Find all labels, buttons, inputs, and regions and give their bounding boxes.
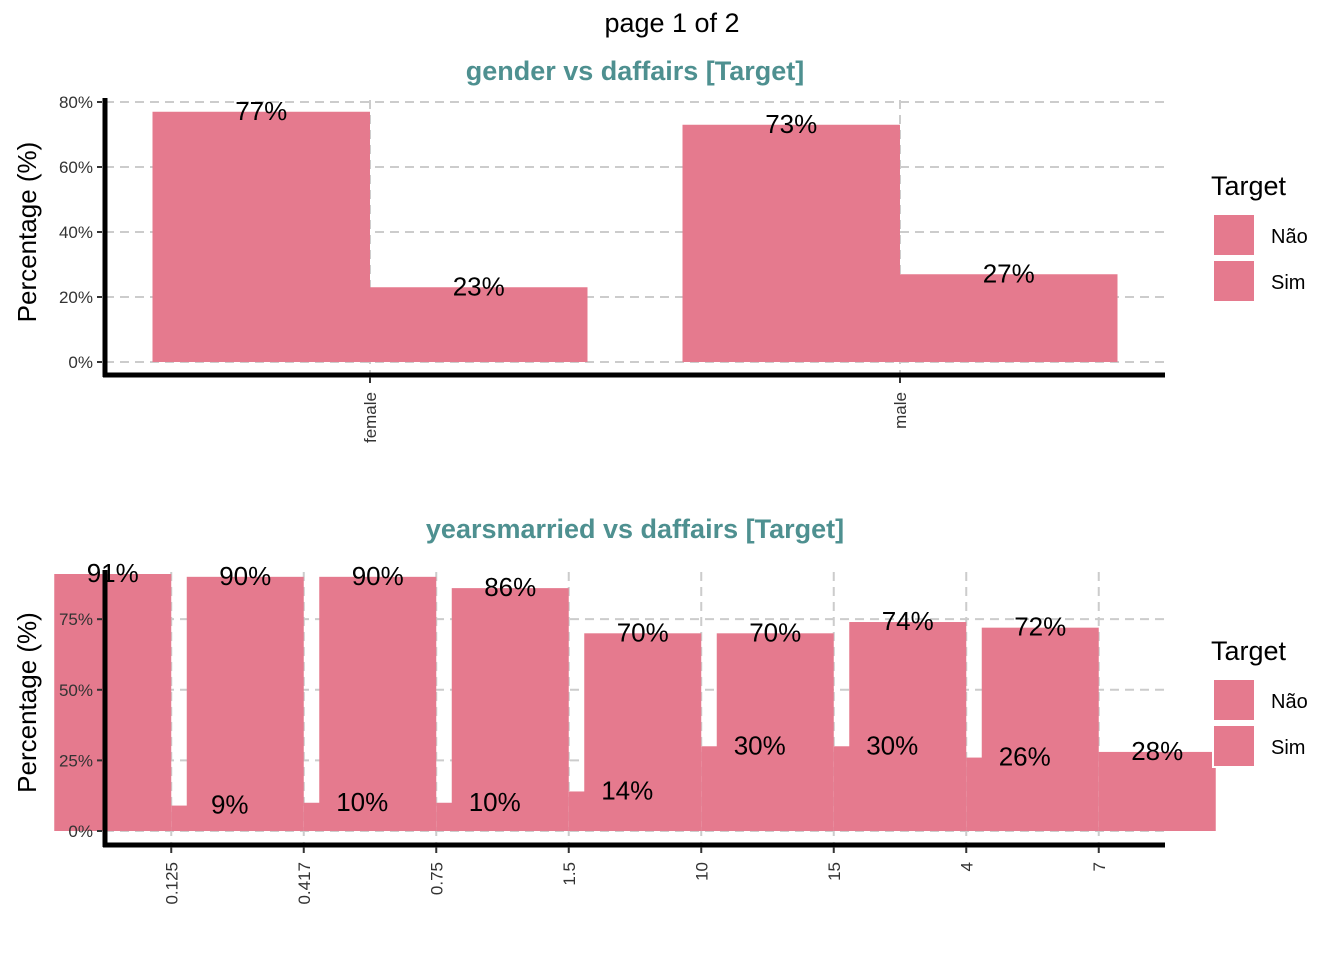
y-axis-label: Percentage (%) [12,142,42,323]
x-tick-label: 10 [692,862,711,881]
x-tick-label: female [361,392,380,443]
data-label: 26% [999,742,1051,772]
bar-male-Não [682,124,900,362]
data-label: 10% [469,787,521,817]
y-tick-label: 20% [59,288,93,307]
data-label: 91% [87,558,139,588]
y-tick-label: 25% [59,751,93,770]
bar-0.417-Não [186,576,304,831]
bar-male-Sim [900,274,1118,362]
bar-10-Não [584,633,702,831]
legend-swatch-Não [1212,678,1256,722]
data-label: 74% [882,606,934,636]
y-tick-label: 80% [59,93,93,112]
y-tick-label: 0% [68,822,93,841]
chart-1: gender vs daffairs [Target] 77% 23% 73% 27% 0… [12,56,1308,443]
x-tick-label: 15 [825,862,844,881]
legend-title: Target [1211,636,1287,666]
bar-7-Sim [1098,751,1216,831]
data-label: 30% [734,730,786,760]
legend-title: Target [1211,171,1287,201]
legend-swatch-Sim [1212,259,1256,303]
data-label: 28% [1131,736,1183,766]
bar-15-Não [716,633,834,831]
data-label: 10% [336,787,388,817]
data-label: 90% [352,561,404,591]
bar-female-Não [152,111,370,362]
x-tick-label: 0.417 [295,862,314,905]
data-label: 70% [749,617,801,647]
y-tick-label: 40% [59,223,93,242]
chart-title: yearsmarried vs daffairs [Target] [426,514,844,544]
y-tick-label: 0% [68,353,93,372]
legend-swatch-Sim [1212,724,1256,768]
data-label: 14% [601,775,653,805]
data-label: 72% [1014,612,1066,642]
bar-7-Não [981,627,1099,831]
data-label: 30% [866,730,918,760]
legend: Target Não Sim [1211,636,1308,768]
page-title: page 1 of 2 [604,8,739,38]
x-tick-label: 7 [1090,862,1109,871]
chart-2: yearsmarried vs daffairs [Target] 91% 9% 90… [12,514,1308,905]
data-label: 73% [765,109,817,139]
chart-title: gender vs daffairs [Target] [466,56,805,86]
data-label: 9% [211,790,249,820]
y-tick-label: 75% [59,610,93,629]
y-tick-label: 60% [59,158,93,177]
legend-swatch-Não [1212,213,1256,257]
data-label: 77% [235,96,287,126]
x-tick-label: male [891,392,910,429]
legend: Target Não Sim [1211,171,1308,303]
bar-0.75-Não [319,576,437,831]
data-label: 27% [983,258,1035,288]
x-tick-label: 0.125 [162,862,181,905]
bar-female-Sim [370,287,588,362]
x-tick-label: 1.5 [560,862,579,886]
legend-entry: Não [1271,226,1308,248]
y-tick-label: 50% [59,681,93,700]
y-axis-label: Percentage (%) [12,612,42,793]
x-tick-label: 0.75 [427,862,446,895]
bar-1.5-Não [451,588,569,831]
bar-4-Não [849,622,967,831]
legend-entry: Não [1271,691,1308,713]
bar-0.125-Não [54,574,172,831]
legend-entry: Sim [1271,737,1305,759]
data-label: 90% [219,561,271,591]
data-label: 70% [617,617,669,647]
legend-entry: Sim [1271,272,1305,294]
x-tick-label: 4 [957,862,976,871]
data-label: 86% [484,572,536,602]
data-label: 23% [453,271,505,301]
